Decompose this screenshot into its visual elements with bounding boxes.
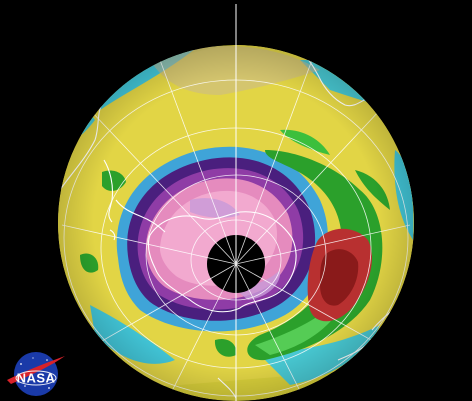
logo-chevron [7,356,65,384]
madagascar-coastline [377,79,385,112]
logo-orbit [15,370,57,386]
globe-surface [58,45,414,401]
island-coastline [349,59,358,71]
logo-text: NASA [17,370,56,385]
nasa-meatball-logo: NASA [7,352,65,396]
